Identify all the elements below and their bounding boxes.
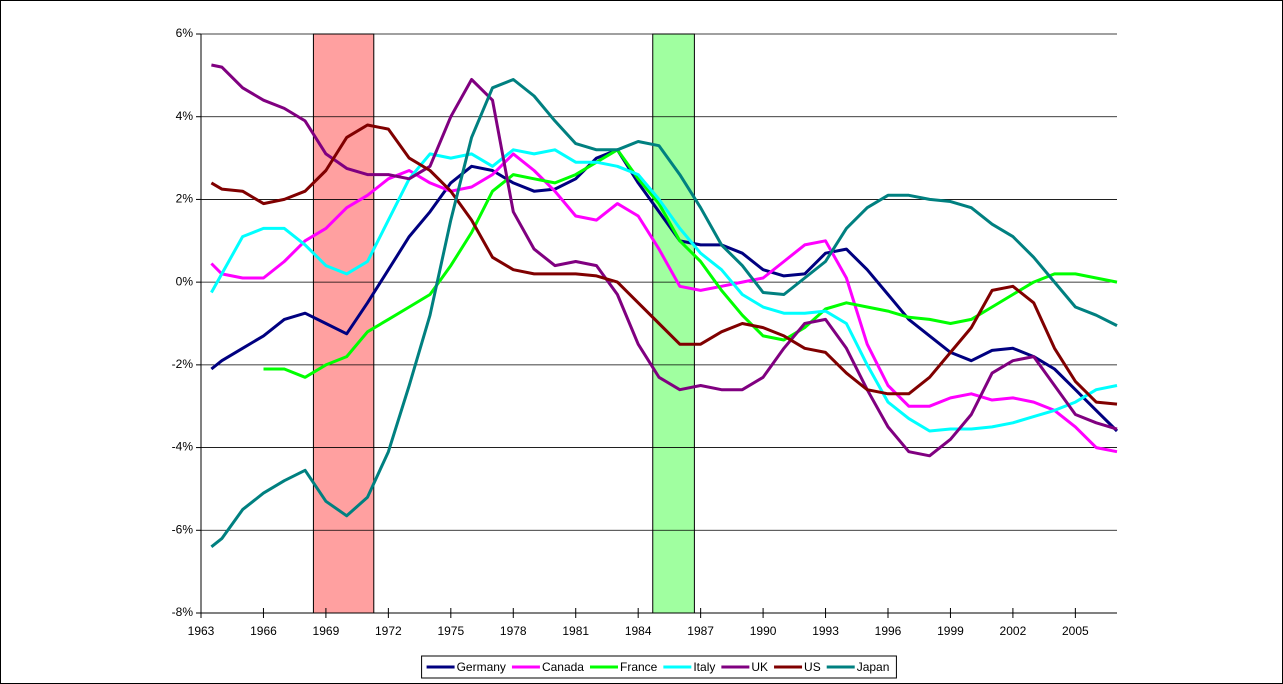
series-line (210, 148, 1119, 433)
series-line (263, 148, 1118, 379)
x-tick-label: 1981 (562, 624, 589, 638)
y-tick-label: -6% (172, 522, 194, 536)
series-line (210, 148, 1118, 433)
series-line (210, 123, 1118, 406)
x-tick-label: 1993 (812, 624, 839, 638)
x-tick-label: 1975 (437, 624, 464, 638)
x-tick-label: 1990 (750, 624, 777, 638)
series-line (210, 78, 1118, 548)
x-tick-label: 1966 (250, 624, 277, 638)
x-tick-label: 1984 (625, 624, 652, 638)
x-tick-label: 1987 (687, 624, 714, 638)
x-tick-label: 1969 (313, 624, 340, 638)
x-tick-label: 1963 (188, 624, 215, 638)
legend-label: Germany (457, 660, 506, 674)
x-tick-label: 2005 (1062, 624, 1089, 638)
x-tick-label: 1996 (875, 624, 902, 638)
y-tick-label: 4% (176, 109, 194, 123)
shaded-region (312, 33, 375, 614)
x-tick-label: 1978 (500, 624, 527, 638)
legend: Germany Canada France Italy UK US Japan (421, 655, 897, 679)
legend-label: Canada (542, 660, 584, 674)
y-tick-label: 2% (176, 192, 194, 206)
y-tick-label: -4% (172, 440, 194, 454)
x-tick-label: 1972 (375, 624, 402, 638)
y-tick-label: -2% (172, 357, 194, 371)
y-tick-label: 0% (176, 274, 194, 288)
x-tick-label: 1999 (937, 624, 964, 638)
legend-label: Italy (693, 660, 715, 674)
legend-label: US (804, 660, 821, 674)
y-tick-label: 6% (176, 26, 194, 40)
series-line (211, 63, 1118, 458)
series-line (210, 152, 1118, 454)
legend-label: France (620, 660, 658, 674)
legend-label: Japan (857, 660, 890, 674)
x-tick-label: 2002 (1000, 624, 1027, 638)
y-tick-label: -8% (172, 605, 194, 619)
legend-box (421, 655, 897, 679)
legend-label: UK (751, 660, 768, 674)
